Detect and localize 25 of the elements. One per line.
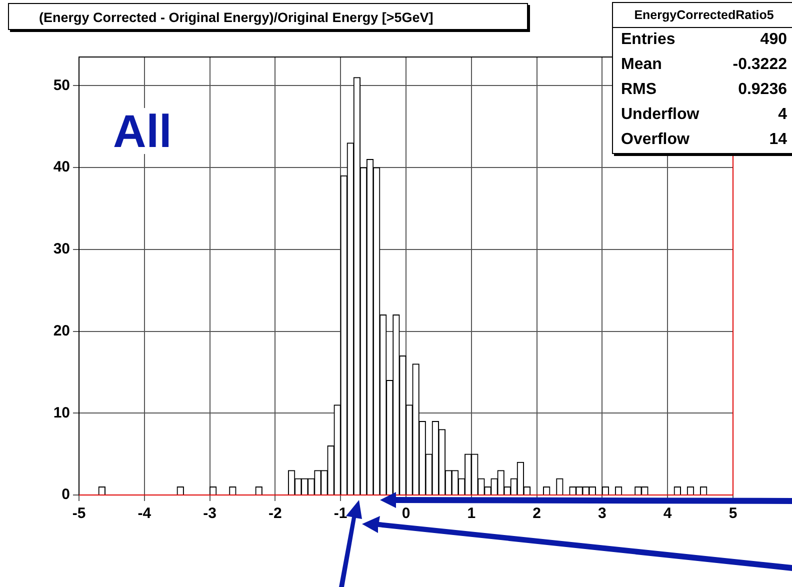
y-tick-label: 20 <box>53 322 70 340</box>
text: RMS 0.9236 <box>621 81 787 98</box>
x-tick-label: 2 <box>532 505 541 522</box>
chart-title: (Energy Corrected - Original Energy)/Original Energy [>5GeV] <box>8 3 528 30</box>
x-tick-label: -4 <box>138 505 152 522</box>
x-tick-label: 1 <box>467 505 476 522</box>
x-tick-label: 5 <box>728 505 738 522</box>
x-tick-label: 0 <box>402 505 410 522</box>
y-tick-label: 30 <box>53 240 70 258</box>
text: Entries 490 <box>621 31 787 48</box>
y-tick-label: 10 <box>53 404 70 422</box>
x-tick-label: -2 <box>268 505 282 522</box>
x-tick-label: 3 <box>598 505 606 522</box>
x-tick-label: -3 <box>203 505 216 522</box>
text: Underflow 4 <box>621 106 787 123</box>
x-tick-label: -1 <box>334 505 348 522</box>
annotation: All <box>110 105 175 157</box>
x-tick-label: -5 <box>72 505 86 522</box>
y-tick-label: 40 <box>53 158 70 176</box>
y-tick-label: 50 <box>53 76 70 94</box>
text: Mean -0.3222 <box>621 56 787 73</box>
text: Overflow 14 <box>621 131 787 148</box>
x-tick-label: 4 <box>663 505 672 522</box>
text: EnergyCorrectedRatio5 <box>613 3 792 28</box>
y-tick-label: 0 <box>62 486 70 504</box>
